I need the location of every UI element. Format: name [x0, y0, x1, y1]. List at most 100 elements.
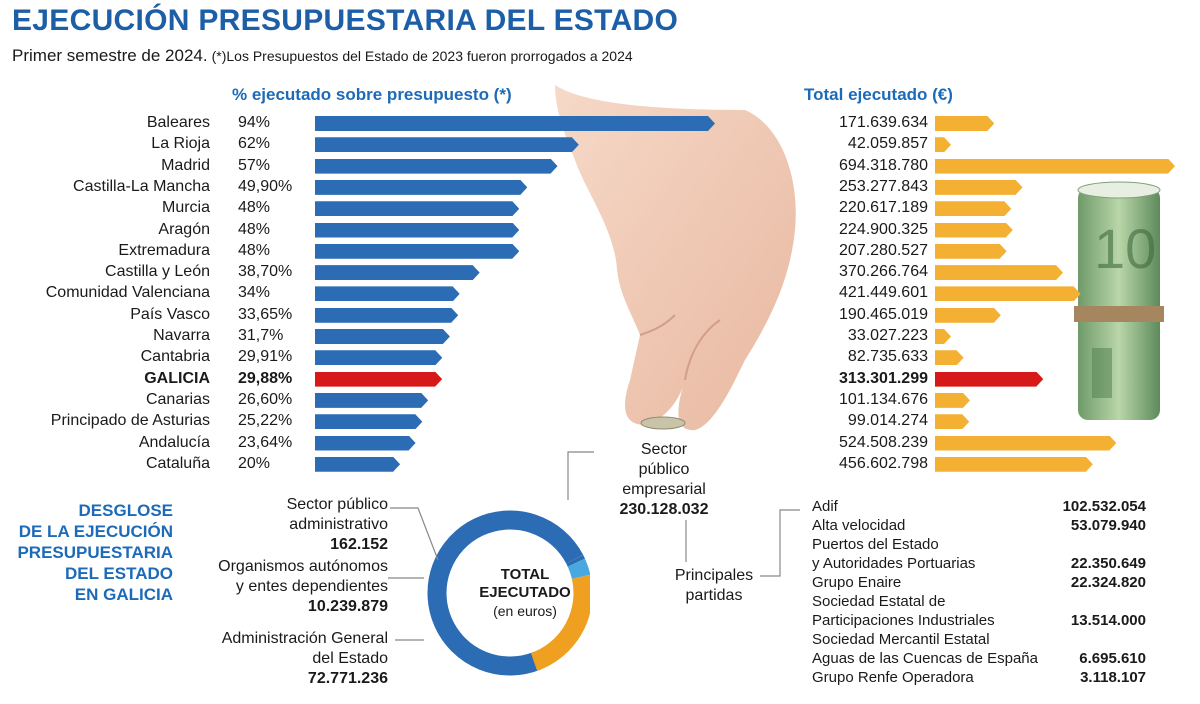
percent-value-label: 26,60%	[238, 390, 293, 408]
percent-value-label: 38,70%	[238, 263, 293, 281]
total-value-label: 456.602.798	[839, 454, 928, 472]
total-value-label: 224.900.325	[839, 220, 928, 238]
percent-bar	[315, 223, 519, 238]
percent-value-label: 20%	[238, 454, 271, 472]
partida-name: Sociedad Estatal de	[812, 593, 946, 610]
partida-name: Puertos del Estado	[812, 536, 939, 553]
total-value-label: 421.449.601	[839, 284, 928, 302]
breakdown-title-line: DESGLOSE	[78, 501, 173, 520]
principales-partidas-label: Principales partidas	[650, 566, 778, 606]
total-bar	[935, 308, 1001, 323]
percent-value-label: 34%	[238, 284, 271, 302]
total-value-label: 313.301.299	[839, 369, 928, 387]
percent-value-label: 48%	[238, 220, 271, 238]
donut-chart	[427, 510, 590, 676]
region-label: Murcia	[161, 199, 210, 217]
percent-bar	[315, 329, 450, 344]
total-bar	[935, 436, 1116, 451]
breakdown-title: DESGLOSE DE LA EJECUCIÓN PRESUPUESTARIA …	[0, 500, 173, 605]
region-label: Extremadura	[118, 241, 210, 259]
partida-value: 102.532.054	[1062, 498, 1146, 515]
percent-bar	[315, 350, 442, 365]
total-value-label: 99.014.274	[847, 412, 928, 430]
region-label: Castilla-La Mancha	[73, 177, 210, 195]
total-value-label: 524.508.239	[839, 433, 928, 451]
percent-bar	[315, 308, 458, 323]
hand-coin-illustration	[555, 85, 796, 431]
percent-bar	[315, 414, 422, 429]
percent-bar	[315, 457, 400, 472]
percent-value-label: 25,22%	[238, 412, 293, 430]
percent-bar	[315, 116, 715, 131]
principales-line: partidas	[685, 587, 743, 604]
percent-value-label: 48%	[238, 241, 271, 259]
page-title: EJECUCIÓN PRESUPUESTARIA DEL ESTADO	[12, 4, 679, 37]
svg-text:10: 10	[1094, 217, 1156, 280]
total-value-label: 190.465.019	[839, 305, 928, 323]
region-label: Principado de Asturias	[50, 412, 210, 430]
total-value-label: 207.280.527	[839, 241, 928, 259]
partida-row: Sociedad Mercantil Estatal Aguas de las C…	[812, 630, 1146, 668]
total-bar	[935, 393, 970, 408]
total-bar	[935, 372, 1043, 387]
percent-value-label: 48%	[238, 199, 271, 217]
segment-name: público	[638, 461, 690, 478]
total-bar	[935, 201, 1011, 216]
subtitle-note: (*)Los Presupuestos del Estado de 2023 f…	[211, 48, 633, 64]
subtitle-period: Primer semestre de 2024.	[12, 46, 208, 65]
total-value-label: 33.027.223	[847, 327, 928, 344]
region-label: GALICIA	[144, 369, 210, 387]
partida-value: 13.514.000	[1070, 612, 1146, 629]
segment-name: y entes dependientes	[235, 578, 388, 595]
percent-bar	[315, 286, 460, 301]
region-label: Aragón	[158, 220, 210, 238]
partida-name: Participaciones Industriales	[812, 612, 995, 629]
percent-bar	[315, 201, 519, 216]
percent-value-label: 94%	[238, 114, 271, 131]
segment-value: 72.771.236	[307, 670, 388, 687]
total-bar	[935, 116, 994, 131]
percent-bar	[315, 436, 416, 451]
percent-value-label: 62%	[238, 135, 271, 153]
segment-name: empresarial	[622, 481, 706, 498]
region-label: Madrid	[161, 156, 210, 174]
percent-bar	[315, 137, 579, 152]
percent-value-label: 31,7%	[238, 327, 284, 344]
total-bar	[935, 159, 1175, 174]
donut-slice-organismos	[567, 558, 590, 580]
total-value-label: 694.318.780	[839, 156, 928, 174]
breakdown-title-line: DEL ESTADO	[65, 564, 173, 583]
total-value-label: 370.266.764	[839, 263, 928, 281]
partida-value: 6.695.610	[1079, 650, 1146, 667]
segment-label-sector-administrativo: Sector público administrativo 162.152	[287, 495, 388, 555]
percent-value-label: 49,90%	[238, 177, 293, 195]
total-bar	[935, 286, 1081, 301]
segment-value: 10.239.879	[307, 598, 388, 615]
segment-label-sector-empresarial: Sector público empresarial 230.128.032	[600, 440, 728, 520]
total-bar	[935, 265, 1063, 280]
percent-bar	[315, 372, 442, 387]
total-column-title: Total ejecutado (€)	[804, 85, 953, 104]
partida-name: Grupo Renfe Operadora	[812, 669, 974, 686]
region-label: Canarias	[145, 390, 210, 408]
percent-bar	[315, 265, 480, 280]
total-bar	[935, 457, 1093, 472]
region-label: Navarra	[153, 327, 210, 344]
total-value-label: 101.134.676	[839, 390, 928, 408]
region-label: Andalucía	[138, 433, 210, 451]
total-bar	[935, 137, 951, 152]
region-label: Cataluña	[145, 454, 210, 472]
partida-name: Aguas de las Cuencas de España	[812, 650, 1038, 667]
donut-center-label: TOTAL EJECUTADO (en euros)	[460, 566, 590, 620]
donut-slice-sector-empresarial	[427, 510, 584, 676]
banknote-roll-illustration: 10	[1074, 181, 1164, 420]
segment-name: administrativo	[289, 516, 388, 533]
percent-value-label: 33,65%	[238, 305, 293, 323]
regional-bar-charts: Baleares 94% 171.639.634 La Rioja 62% 42.059.…	[46, 114, 1200, 472]
segment-name: Administración General	[221, 630, 388, 647]
subtitle: Primer semestre de 2024. (*)Los Presupues…	[12, 46, 633, 66]
principales-line: Principales	[674, 567, 754, 584]
segment-name: Sector público	[286, 496, 388, 513]
percent-value-label: 23,64%	[238, 433, 293, 451]
segment-value: 230.128.032	[619, 501, 709, 518]
